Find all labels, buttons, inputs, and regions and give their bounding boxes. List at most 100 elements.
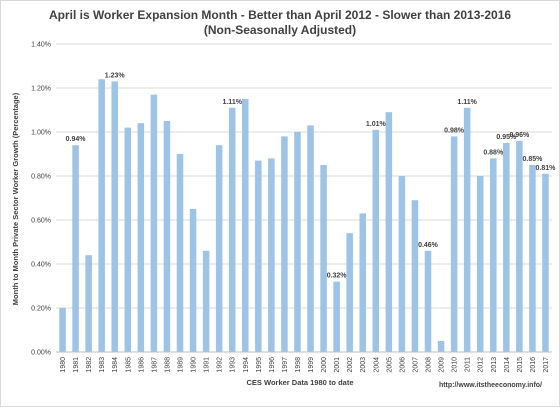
x-tick-label: 1994 [243,357,250,373]
x-tick-label: 2008 [426,357,433,373]
data-label-2011: 1.11% [457,99,477,106]
x-tick-label: 1985 [125,357,132,373]
data-label-2001: 0.32% [327,273,348,280]
bar-2014 [503,143,510,352]
y-tick-label: 0.60% [31,218,51,225]
y-tick-label: 1.20% [31,86,51,93]
data-label-1993: 1.11% [222,99,242,106]
x-tick-label: 1986 [138,357,145,373]
x-tick-label: 1989 [178,357,185,373]
y-tick-label: 0.20% [31,306,51,313]
y-tick-label: 1.40% [31,42,51,49]
y-axis-ticks: 0.00% 0.20% 0.40% 0.60% 0.80% 1.00% 1.20% 1.40% [31,42,51,357]
x-tick-label: 2007 [412,357,419,373]
bar-1992 [215,145,223,352]
y-tick-label: 1.00% [31,130,51,137]
x-tick-label: 2002 [347,357,354,373]
bar-1981 [72,145,79,352]
data-label-1981: 0.94% [66,136,87,143]
data-label-2017: 0.81% [536,165,557,172]
x-tick-label: 1988 [164,357,171,373]
x-tick-label: 2009 [439,357,446,373]
x-tick-label: 1990 [191,357,198,373]
bar-1986 [137,123,145,352]
y-axis-label: Month to Month Private Sector Worker Gro… [11,92,20,305]
x-tick-label: 2017 [543,357,550,373]
bar-2013 [490,158,497,352]
x-tick-label: 1981 [73,357,80,373]
data-label-2015: 0.96% [509,132,530,139]
bar-2001 [333,281,340,352]
bar-1994 [242,99,249,352]
x-tick-label: 2000 [321,357,328,373]
bar-2015 [516,140,523,352]
x-tick-label: 2013 [491,357,498,373]
bar-1987 [150,94,158,352]
data-label-2016: 0.85% [522,156,543,163]
bar-2009 [437,341,445,352]
x-tick-label: 1998 [295,357,302,373]
data-label-2004: 1.01% [366,121,387,128]
bar-1989 [176,154,184,352]
bar-1980 [59,308,66,352]
x-tick-label: 2004 [373,357,380,373]
x-tick-label: 1980 [60,357,67,373]
bar-1998 [294,132,301,352]
bar-1995 [255,160,262,352]
bar-1990 [189,209,197,352]
bar-2017 [542,173,549,352]
bar-2002 [346,233,353,352]
x-tick-label: 2016 [530,357,537,373]
y-tick-label: 0.40% [31,262,51,269]
x-axis-ticks: 1980 1981 1982 1983 1984 1985 1986 1987 1988 1989… [60,357,550,373]
x-tick-label: 1987 [151,357,158,373]
x-tick-label: 1997 [282,357,289,373]
bar-2004 [372,129,380,352]
data-label-2008: 0.46% [418,242,439,249]
x-tick-label: 2014 [504,357,511,373]
bar-2000 [320,165,327,352]
bar-2010 [450,136,458,352]
chart-title: April is Worker Expansion Month - Better… [49,8,511,22]
bar-1984 [111,81,118,353]
bar-1985 [124,127,132,352]
data-label-1984: 1.23% [105,72,126,79]
bar-2016 [529,165,536,352]
bar-1982 [85,255,92,352]
bar-2003 [359,213,366,352]
bar-2012 [476,176,484,352]
x-tick-label: 2003 [360,357,367,373]
bar-2011 [463,107,471,352]
bar-1993 [228,107,236,352]
x-tick-label: 1999 [308,357,315,373]
bar-1988 [163,121,171,352]
x-tick-label: 2011 [465,357,472,372]
x-tick-label: 2005 [386,357,393,373]
x-axis-label: CES Worker Data 1980 to date [247,378,354,387]
bar-1991 [202,250,210,352]
x-tick-label: 2001 [334,357,341,373]
bars [59,79,549,353]
bar-2008 [424,250,432,352]
x-tick-label: 1996 [269,357,276,373]
data-label-2013: 0.88% [483,149,504,156]
bar-1997 [281,136,288,352]
x-tick-label: 1991 [204,357,211,373]
x-tick-label: 1984 [112,357,119,373]
source-url: http://www.itstheeconomy.info/ [439,382,542,389]
x-tick-label: 2015 [517,357,524,373]
data-label-2014: 0.95% [496,134,517,141]
data-label-2010: 0.98% [444,127,465,134]
bar-1999 [307,125,314,353]
x-tick-label: 2010 [452,357,459,373]
bar-1983 [98,79,105,352]
bar-2007 [411,200,419,352]
x-tick-label: 1995 [256,357,263,373]
y-tick-label: 0.80% [31,174,51,181]
x-tick-label: 1993 [230,357,237,373]
data-labels: 0.94% 1.23% 1.11% 0.32% 1.01% 0.46% 0.98% 1.11%… [66,72,557,279]
bar-2005 [385,112,393,352]
bar-2006 [398,176,406,352]
y-tick-label: 0.00% [31,350,51,357]
